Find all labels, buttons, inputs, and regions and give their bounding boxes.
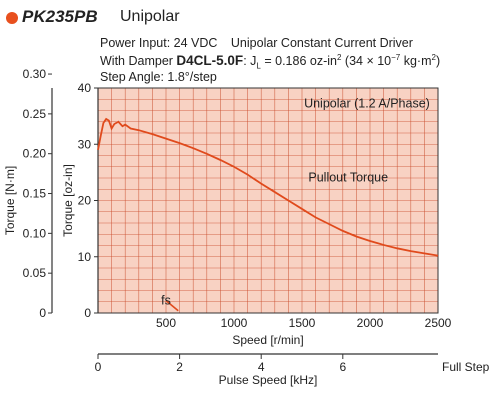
step-angle-text: Step Angle: 1.8°/step (100, 70, 217, 84)
inertia-si-exponent: −7 (391, 53, 401, 62)
inertia-subscript: L (256, 61, 261, 71)
khz-tick-label: 6 (339, 360, 346, 374)
y-tick-label: 10 (78, 250, 92, 264)
nm-tick-label: 0.20 (23, 147, 47, 161)
title-bullet-icon (6, 12, 18, 24)
nm-tick-label: 0.25 (23, 107, 47, 121)
inertia-si-unit-exponent: 2 (431, 53, 436, 62)
x-tick-label: 2500 (425, 316, 452, 330)
nm-tick-label: 0.30 (23, 67, 47, 81)
nm-tick-label: 0.05 (23, 266, 47, 280)
fs-annotation: fs (161, 294, 171, 308)
fs-marker-line (165, 300, 179, 312)
y-tick-label: 40 (78, 81, 92, 95)
series-label-pullout-torque: Pullout Torque (308, 170, 388, 184)
khz-tick-label: 2 (176, 360, 183, 374)
full-step-label: Full Step (442, 360, 490, 374)
khz-tick-label: 0 (95, 360, 102, 374)
y-tick-label: 30 (78, 137, 92, 151)
inertia-si-unit: kg·m (403, 54, 432, 69)
colon-separator: : (243, 54, 247, 69)
curve-type-annotation: Unipolar (1.2 A/Phase) (304, 97, 430, 111)
motor-model-title: PK235PB (22, 7, 98, 26)
x-axis-label: Speed [r/min] (232, 333, 303, 347)
nm-tick-label: 0.15 (23, 187, 47, 201)
x-tick-label: 1500 (289, 316, 316, 330)
inertia-symbol: J (250, 54, 257, 69)
damper-prefix-text: With Damper (100, 54, 173, 69)
chart-annotations: Unipolar (1.2 A/Phase) Pullout Torque fs (161, 97, 430, 308)
inertia-si-close: ) (435, 54, 441, 69)
series-line-pullout-torque (97, 117, 439, 257)
x-tick-label: 2000 (357, 316, 384, 330)
power-info-row: Power Input: 24 VDC Unipolar Constant Cu… (100, 36, 413, 50)
y-axis-label-oz-in: Torque [oz-in] (61, 164, 75, 237)
x-tick-label: 1000 (221, 316, 248, 330)
driver-text: Unipolar Constant Current Driver (230, 36, 413, 50)
grid-lines (98, 88, 438, 313)
damper-model-text: D4CL-5.0F (176, 53, 244, 69)
power-input-text: Power Input: 24 VDC (100, 36, 218, 50)
damper-info-row: With Damper D4CL-5.0F: JL = 0.186 oz-in2… (100, 53, 440, 71)
series-subtitle: Unipolar (120, 8, 180, 25)
x-tick-label: 500 (156, 316, 176, 330)
y-tick-label: 20 (78, 194, 92, 208)
pulse-speed-axis-label: Pulse Speed [kHz] (219, 373, 318, 387)
nm-tick-label: 0 (39, 306, 46, 320)
khz-tick-label: 4 (258, 360, 265, 374)
nm-tick-label: 0.10 (23, 226, 47, 240)
inertia-value: = 0.186 oz-in (264, 54, 337, 69)
inertia-exponent: 2 (336, 53, 342, 62)
inertia-si-value: (34 × 10 (344, 54, 392, 69)
y-tick-label: 0 (84, 306, 91, 320)
y-axis-label-nm: Torque [N·m] (3, 166, 17, 235)
